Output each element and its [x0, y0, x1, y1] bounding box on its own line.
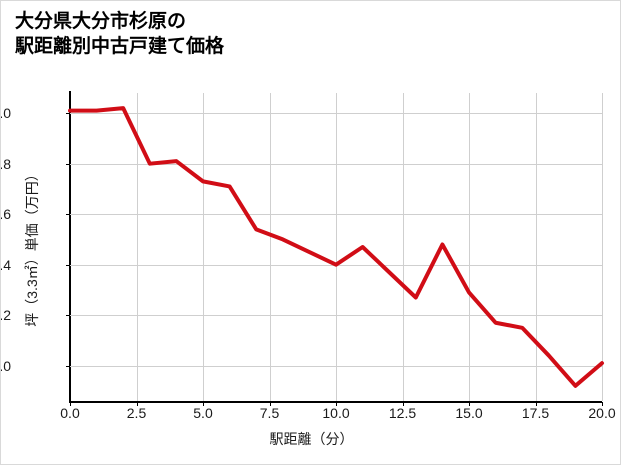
gridline-vertical [402, 93, 404, 401]
gridline-vertical [269, 93, 271, 401]
y-axis-label: 坪（3.3㎡）単価（万円） [24, 167, 40, 327]
x-tick-label: 15.0 [455, 405, 483, 421]
y-axis-line [69, 91, 71, 403]
x-axis-line [69, 401, 602, 403]
gridline-vertical [602, 93, 603, 401]
y-tick-label: 43.2 [0, 307, 11, 324]
gridline-vertical [336, 93, 337, 401]
x-tick-mark [402, 402, 404, 406]
y-tick-mark [66, 113, 70, 115]
x-tick-mark [602, 402, 603, 406]
y-tick-mark [66, 264, 70, 266]
x-tick-label: 5.0 [193, 405, 213, 421]
x-tick-mark [469, 402, 470, 406]
x-tick-label: 10.0 [322, 405, 350, 421]
series-line-chart [68, 106, 604, 388]
gridline-vertical [136, 93, 138, 401]
y-tick-label: 43.6 [0, 206, 11, 223]
x-tick-label: 7.5 [259, 405, 280, 421]
y-tick-mark [66, 365, 70, 367]
y-tick-label: 44.0 [0, 105, 11, 122]
y-tick-label: 43.4 [0, 256, 11, 273]
chart-title: 大分県大分市杉原の 駅距離別中古戸建て価格 [15, 11, 225, 58]
x-tick-mark [203, 402, 204, 406]
x-tick-mark [269, 402, 271, 406]
plot-frame [66, 91, 604, 406]
x-tick-label: 12.5 [388, 405, 417, 421]
x-tick-label: 2.5 [126, 405, 147, 421]
y-tick-mark [66, 163, 70, 165]
x-axis-label: 駅距離（分） [269, 431, 354, 447]
y-tick-label: 43.8 [0, 155, 11, 172]
x-tick-mark [336, 402, 337, 406]
x-tick-label: 0.0 [60, 405, 80, 421]
x-tick-label: 20.0 [588, 405, 616, 421]
gridline-vertical [535, 93, 537, 401]
x-tick-label: 17.5 [521, 405, 550, 421]
x-tick-mark [535, 402, 537, 406]
x-tick-mark [136, 402, 138, 406]
gridline-vertical [469, 93, 470, 401]
y-tick-label: 43.0 [0, 357, 11, 374]
plot-area: 坪（3.3㎡）単価（万円） [24, 91, 604, 406]
gridline-vertical [203, 93, 204, 401]
y-tick-mark [66, 315, 70, 317]
x-tick-mark [70, 402, 71, 406]
series-polyline [68, 106, 604, 388]
y-tick-mark [66, 214, 70, 216]
